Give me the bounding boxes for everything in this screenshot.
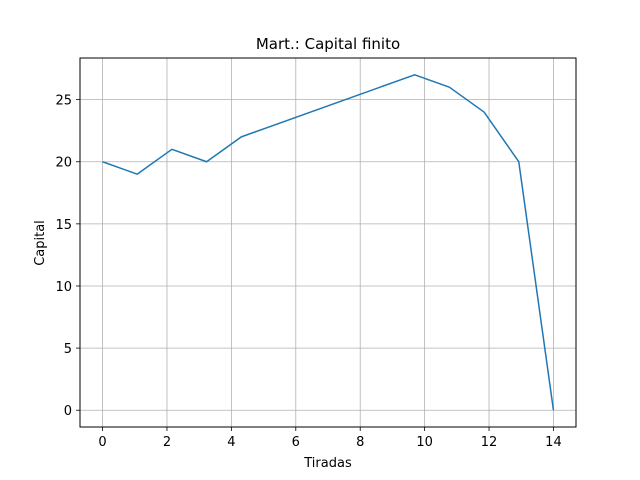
series-line xyxy=(102,74,555,411)
y-axis-ticks: 0 5 10 15 20 25 xyxy=(55,94,80,419)
x-tick-label: 2 xyxy=(163,435,171,450)
x-tick-label: 6 xyxy=(292,435,300,450)
y-tick-label: 0 xyxy=(64,404,72,419)
y-tick-label: 15 xyxy=(55,218,72,233)
x-tick-label: 8 xyxy=(356,435,364,450)
grid xyxy=(80,58,576,427)
y-tick-label: 10 xyxy=(55,280,72,295)
x-axis-ticks: 0 2 4 6 8 10 12 14 xyxy=(98,427,562,450)
chart-title: Mart.: Capital finito xyxy=(256,35,400,53)
x-tick-label: 4 xyxy=(227,435,235,450)
series-layer xyxy=(102,74,555,411)
y-tick-label: 25 xyxy=(55,94,72,109)
y-tick-label: 5 xyxy=(64,342,72,357)
x-tick-label: 12 xyxy=(481,435,498,450)
y-axis-label: Capital xyxy=(33,220,48,266)
x-tick-label: 14 xyxy=(545,435,562,450)
x-axis-label: Tiradas xyxy=(303,456,352,471)
axes-frame xyxy=(79,57,577,428)
x-tick-label: 10 xyxy=(416,435,433,450)
y-tick-label: 20 xyxy=(55,156,72,171)
x-tick-label: 0 xyxy=(98,435,106,450)
